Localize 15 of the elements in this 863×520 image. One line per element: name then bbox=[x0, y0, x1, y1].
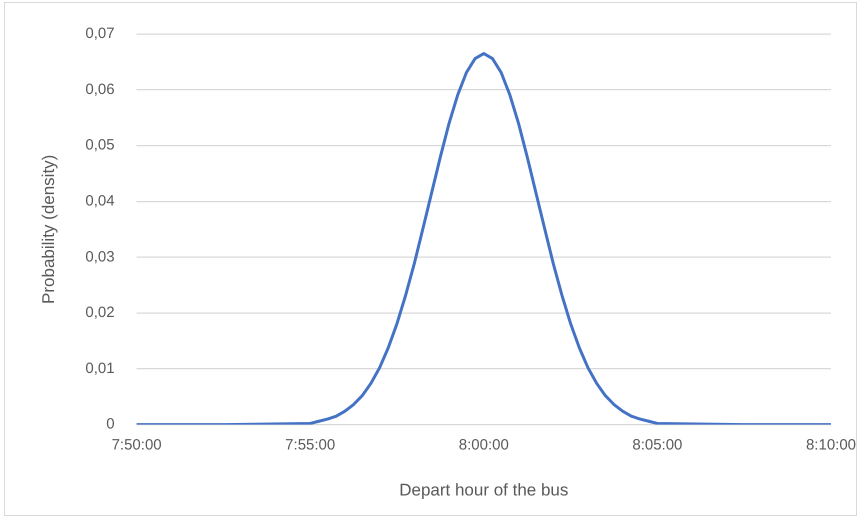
x-tick-label: 8:10:00 bbox=[806, 436, 856, 454]
y-tick-label: 0,02 bbox=[85, 304, 115, 322]
y-tick-label: 0,05 bbox=[85, 136, 115, 154]
x-tick-label: 8:05:00 bbox=[632, 436, 682, 454]
y-tick-label: 0,03 bbox=[85, 248, 115, 266]
x-tick-label: 7:55:00 bbox=[285, 436, 336, 454]
y-tick-label: 0,07 bbox=[85, 25, 115, 42]
x-tick-label: 7:50:00 bbox=[112, 436, 162, 454]
x-tick-label: 8:00:00 bbox=[458, 436, 509, 454]
y-tick-label: 0,06 bbox=[85, 80, 115, 98]
y-axis-title: Probability (density) bbox=[38, 154, 58, 304]
y-tick-label: 0,04 bbox=[85, 192, 115, 210]
x-axis-title: Depart hour of the bus bbox=[399, 480, 568, 500]
y-tick-label: 0,01 bbox=[85, 360, 115, 377]
y-tick-label: 0 bbox=[106, 416, 115, 433]
